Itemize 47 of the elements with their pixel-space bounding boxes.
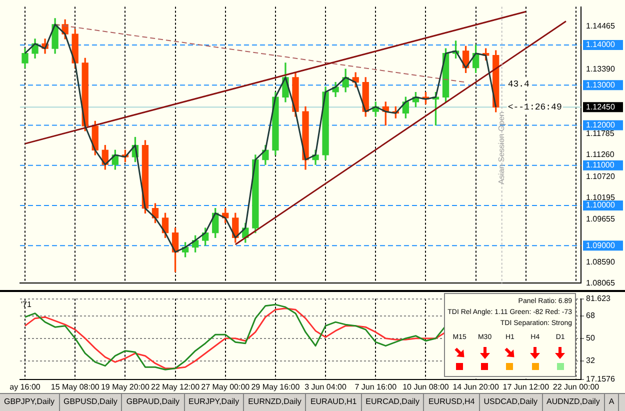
y-tick-label: 1.09655	[586, 214, 616, 224]
category-label: EURUSD,H4	[424, 394, 480, 411]
x-tick-label: 17 Jun 12:00	[502, 382, 550, 392]
annotation: Asian Session Open	[497, 112, 506, 184]
category-label: EURJPY,Daily	[184, 394, 244, 411]
x-tick-label: ay 16:00	[10, 382, 41, 392]
y-tick-label: 32	[586, 356, 596, 366]
x-tick-label: 3 Jun 04:00	[304, 382, 347, 392]
ref-line-label: 1.12000	[586, 120, 616, 130]
category-label: EURCAD,Daily	[362, 394, 424, 411]
ref-line-label: 1.13000	[586, 80, 616, 90]
ref-line-label: 1.14000	[586, 40, 616, 50]
y-tick-label: 1.08065	[586, 278, 616, 288]
x-tick-label: 14 Jun 20:00	[452, 382, 500, 392]
category-label: EURAUD,H1	[306, 394, 362, 411]
category-label: USDCAD,Daily	[480, 394, 542, 411]
y-tick-label: 1.10720	[586, 172, 616, 181]
category-label: GBPJPY,Daily	[0, 394, 60, 411]
y-tick-label: 81.623	[586, 294, 612, 304]
annotation: 43.4	[508, 80, 530, 90]
y-tick-label: 1.11785	[586, 129, 615, 138]
category-label: AUDNZD,Daily	[542, 394, 605, 411]
x-tick-label: 29 May 16:00	[251, 382, 300, 392]
ref-line-label: 1.10000	[586, 200, 616, 210]
x-tick-label: 27 May 00:00	[201, 382, 250, 392]
y-tick-label: 1.10195	[586, 192, 616, 202]
x-tick-label: 10 Jun 08:00	[402, 382, 450, 392]
x-tick-label: 7 Jun 16:00	[354, 382, 398, 392]
ref-line-label: 1.09000	[586, 240, 616, 250]
y-tick-label: 1.08590	[586, 257, 616, 266]
category-label: GBPAUD,Daily	[122, 394, 185, 411]
y-tick-label: 1.13390	[586, 64, 616, 74]
x-tick-label: 15 May 08:00	[50, 382, 100, 392]
x-tick-label: 22 May 12:00	[151, 382, 200, 392]
y-tick-label: 68	[586, 311, 596, 320]
x-tick-label: 19 May 20:00	[100, 382, 150, 392]
category-label: GBPUSD,Daily	[60, 394, 122, 411]
ref-line-label: 1.11000	[586, 160, 615, 170]
category-label: A	[604, 394, 620, 411]
y-tick-label: 1.11260	[586, 150, 615, 160]
annotation: <--1:26:49	[508, 102, 562, 113]
y-tick-label: 1.14465	[586, 21, 616, 30]
y-tick-label: 17.1576	[586, 374, 616, 384]
x-tick-label: 22 Jun 00:00	[552, 382, 600, 392]
ref-line-label: 1.12450	[586, 102, 616, 112]
category-label: EURNZD,Daily	[244, 394, 306, 411]
y-tick-label: 50	[586, 334, 596, 343]
